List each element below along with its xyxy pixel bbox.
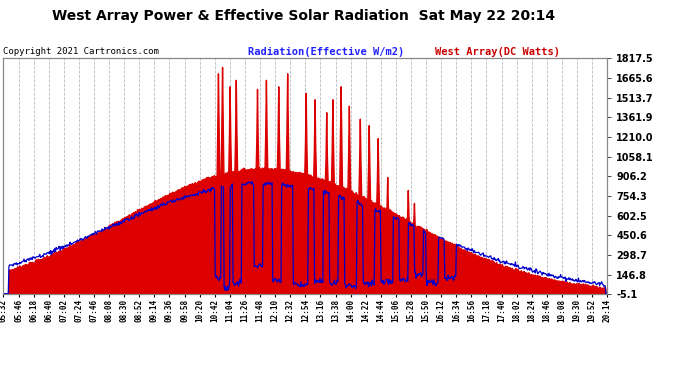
Text: Copyright 2021 Cartronics.com: Copyright 2021 Cartronics.com — [3, 47, 159, 56]
Text: West Array Power & Effective Solar Radiation  Sat May 22 20:14: West Array Power & Effective Solar Radia… — [52, 9, 555, 23]
Text: West Array(DC Watts): West Array(DC Watts) — [435, 47, 560, 57]
Text: Radiation(Effective W/m2): Radiation(Effective W/m2) — [248, 47, 404, 57]
